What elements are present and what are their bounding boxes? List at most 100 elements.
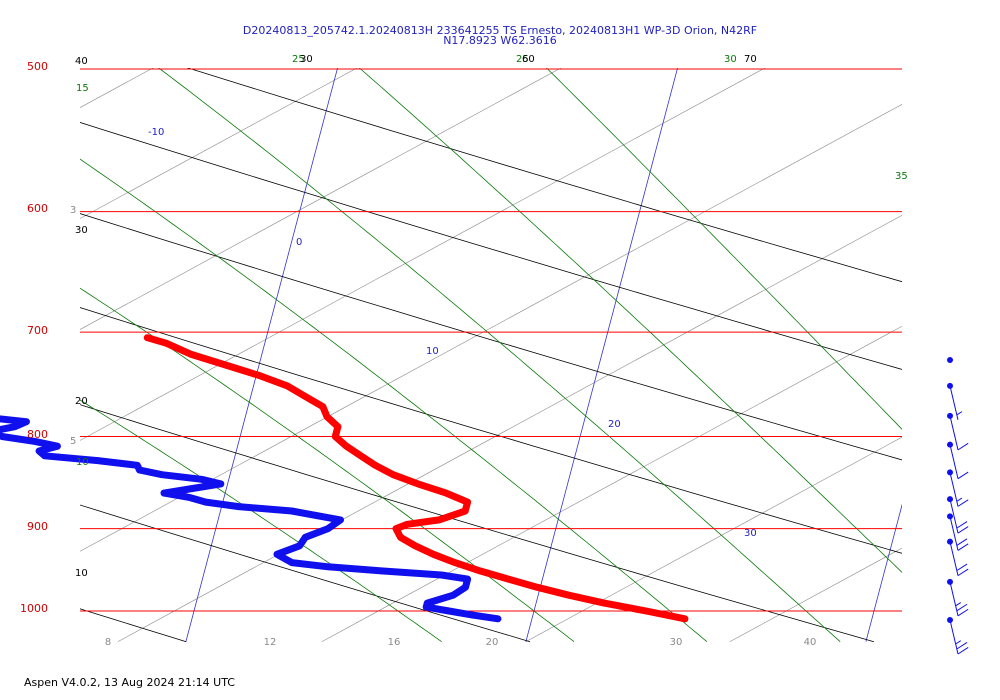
dewpoint-point xyxy=(449,591,457,599)
wind-barb-feather xyxy=(956,521,968,529)
moist-adiabat-line xyxy=(158,68,841,642)
software-footer: Aspen V4.0.2, 13 Aug 2024 21:14 UTC xyxy=(24,676,235,689)
dewpoint-point xyxy=(94,457,102,464)
bottom-tick-12: 12 xyxy=(264,637,277,648)
dewpoint-point xyxy=(0,433,6,440)
isotherm-label-20: 20 xyxy=(608,419,621,430)
top-edge-label-70: 70 xyxy=(744,54,757,65)
temperature-point xyxy=(397,533,404,541)
pressure-label-500: 500 xyxy=(27,60,48,73)
pressure-label-900: 900 xyxy=(27,520,48,533)
bottom-tick-16: 16 xyxy=(388,637,401,648)
left-edge-label-20: 20 xyxy=(75,396,88,407)
mixing-ratio-line xyxy=(80,68,154,108)
dewpoint-point xyxy=(301,533,309,541)
bottom-tick-30: 30 xyxy=(670,637,683,648)
top-edge-label-25a: 25 xyxy=(292,54,305,65)
dry-adiabat-line xyxy=(80,213,902,461)
isotherm-line xyxy=(525,68,678,642)
dewpoint-point xyxy=(198,476,205,483)
temperature-point xyxy=(435,516,443,524)
temperature-point xyxy=(372,462,379,469)
pressure-label-800: 800 xyxy=(27,428,48,441)
temperature-point xyxy=(332,433,339,440)
dry-adiabat-line xyxy=(186,68,902,283)
dewpoint-point xyxy=(438,571,445,579)
mixing-ratio-line xyxy=(117,214,902,642)
temperature-profile xyxy=(143,334,689,623)
top-edge-label-30a: 30 xyxy=(300,54,313,65)
wind-barb-staff xyxy=(949,472,959,507)
top-edge-label-60: 60 xyxy=(522,54,535,65)
isotherm-lines xyxy=(0,37,902,642)
temperature-point xyxy=(681,615,689,623)
dry-adiabat-line xyxy=(80,122,902,370)
temperature-point xyxy=(284,382,291,390)
dry-adiabat-lines xyxy=(80,68,902,643)
dewpoint-point xyxy=(337,516,344,524)
dewpoint-point xyxy=(202,498,210,506)
isotherm-label-30: 30 xyxy=(744,528,757,539)
temperature-point xyxy=(221,361,229,369)
dewpoint-point xyxy=(158,471,166,478)
dewpoint-point xyxy=(445,607,453,615)
right-edge-label-35: 35 xyxy=(895,171,908,182)
wind-barb-staff xyxy=(949,581,959,616)
wind-barb-staff xyxy=(949,516,959,551)
temperature-point xyxy=(389,471,397,478)
left-edge-label-3: 3 xyxy=(70,205,76,216)
dry-adiabat-line xyxy=(80,404,875,643)
pressure-label-700: 700 xyxy=(27,324,48,337)
wind-barb-feather xyxy=(957,608,969,617)
mixing-ratio-line xyxy=(525,436,902,642)
wind-barb-base xyxy=(947,357,953,363)
wind-barb-staff xyxy=(949,619,959,655)
wind-barb-feather xyxy=(956,603,968,612)
dewpoint-point xyxy=(324,563,332,571)
temperature-point xyxy=(600,599,608,607)
wind-barb-feather xyxy=(957,526,969,534)
wind-barb-staff xyxy=(949,415,959,450)
dewpoint-point xyxy=(273,550,281,558)
isotherm-line xyxy=(0,37,6,642)
wind-barb-staff xyxy=(949,541,959,576)
wind-barb-feather xyxy=(956,641,968,650)
temperature-point xyxy=(334,423,342,430)
chart-subtitle: N17.8923 W62.3616 xyxy=(443,34,557,47)
chart-title: D20240813_205742.1.20240813H 233641255 T… xyxy=(242,24,758,37)
isotherm-label-0: 0 xyxy=(296,237,302,248)
isotherm-line xyxy=(185,68,338,642)
dewpoint-point xyxy=(423,599,431,607)
top-edge-label-25b: 25 xyxy=(516,54,529,65)
wind-barb-feather xyxy=(957,646,969,655)
dewpoint-point xyxy=(31,438,39,445)
mixing-ratio-line xyxy=(0,37,6,642)
temperature-point xyxy=(143,334,151,341)
dewpoint-point xyxy=(189,485,196,492)
bottom-tick-20: 20 xyxy=(486,637,499,648)
temperature-point xyxy=(301,393,309,400)
temperature-point xyxy=(505,575,512,583)
bottom-tick-40: 40 xyxy=(804,637,817,648)
temperature-point xyxy=(476,567,484,575)
left-edge-label-40: 40 xyxy=(75,56,88,67)
pressure-label-600: 600 xyxy=(27,202,48,215)
mixing-ratio-line xyxy=(80,104,902,552)
temperature-point xyxy=(343,442,350,450)
left-edge-label-30: 30 xyxy=(75,225,88,236)
temperature-point xyxy=(430,550,437,558)
temperature-point xyxy=(162,339,170,347)
temperature-point xyxy=(323,413,331,421)
dewpoint-line xyxy=(0,415,502,623)
axis-labels: 500 600 700 800 900 1000 -10 0 10 20 30 … xyxy=(20,54,908,648)
temperature-point xyxy=(414,480,422,488)
dewpoint-point xyxy=(54,442,61,450)
dewpoint-point xyxy=(462,583,469,591)
mixing-ratio-line xyxy=(934,37,1000,642)
wind-barb-feather xyxy=(957,442,969,451)
moist-adiabat-line xyxy=(546,68,902,430)
temperature-point xyxy=(411,542,419,550)
temperature-point xyxy=(187,350,194,358)
dewpoint-point xyxy=(468,611,476,619)
